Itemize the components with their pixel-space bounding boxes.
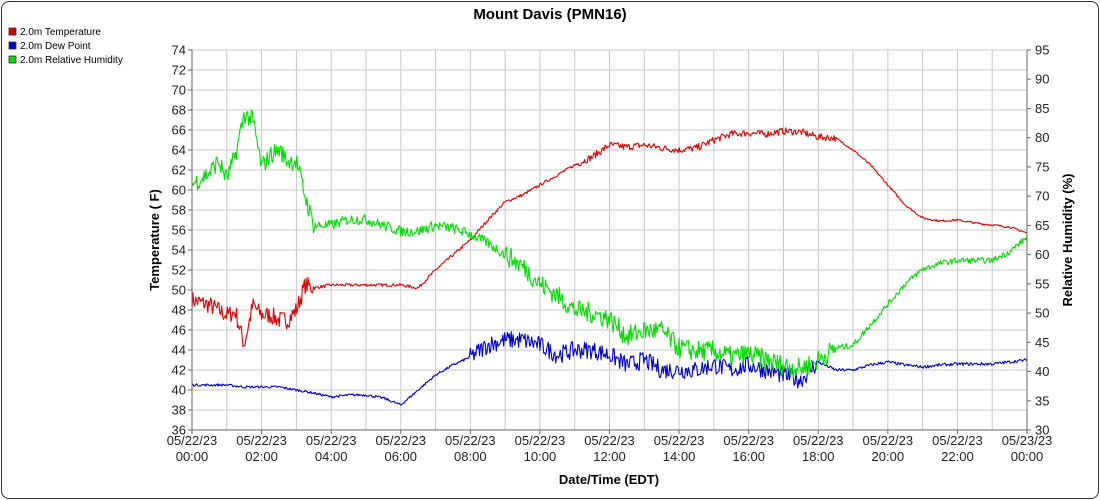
x-tick-label: 05/22/23 10:00	[515, 433, 566, 464]
series-line-2-0m-temperature	[191, 127, 1028, 348]
x-tick-time: 22:00	[941, 449, 974, 464]
legend-swatch-2-0m-temperature	[8, 27, 17, 36]
y-right-tick-label: 40	[1035, 364, 1049, 379]
y-right-tick-label: 75	[1035, 159, 1049, 174]
y-left-tick-label: 68	[172, 103, 186, 118]
x-tick-date: 05/22/23	[306, 433, 357, 448]
x-tick-date: 05/22/23	[654, 433, 705, 448]
x-tick-date: 05/23/23	[1002, 433, 1053, 448]
legend-swatch-2-0m-dew-point	[8, 41, 17, 50]
x-tick-time: 00:00	[1011, 449, 1044, 464]
x-tick-date: 05/22/23	[863, 433, 914, 448]
y-left-tick-label: 56	[172, 223, 186, 238]
x-tick-time: 10:00	[524, 449, 557, 464]
y-left-tick-label: 52	[172, 263, 186, 278]
y-left-tick-label: 60	[172, 183, 186, 198]
x-tick-time: 18:00	[802, 449, 835, 464]
y-left-tick-label: 62	[172, 163, 186, 178]
x-tick-time: 00:00	[176, 449, 209, 464]
x-tick-date: 05/22/23	[723, 433, 774, 448]
x-tick-date: 05/22/23	[445, 433, 496, 448]
y-left-tick-label: 58	[172, 203, 186, 218]
y-left-tick-label: 66	[172, 123, 186, 138]
x-tick-time: 02:00	[245, 449, 278, 464]
y-left-tick-label: 36	[172, 423, 186, 438]
y-right-tick-label: 90	[1035, 72, 1049, 87]
x-tick-label: 05/23/23 00:00	[1002, 433, 1053, 464]
legend: 2.0m Temperature 2.0m Dew Point 2.0m Relat…	[8, 27, 123, 66]
y-left-tick-label: 46	[172, 323, 186, 338]
x-tick-date: 05/22/23	[584, 433, 635, 448]
x-tick-time: 14:00	[663, 449, 696, 464]
x-tick-time: 20:00	[872, 449, 905, 464]
x-tick-date: 05/22/23	[167, 433, 218, 448]
x-tick-label: 05/22/23 04:00	[306, 433, 357, 464]
y-right-tick-label: 85	[1035, 101, 1049, 116]
legend-label-2-0m-dew-point: 2.0m Dew Point	[20, 41, 91, 52]
x-tick-time: 12:00	[593, 449, 626, 464]
y-left-tick-label: 40	[172, 383, 186, 398]
chart-title: Mount Davis (PMN16)	[473, 6, 626, 23]
x-tick-label: 05/22/23 22:00	[932, 433, 983, 464]
x-tick-label: 05/22/23 02:00	[236, 433, 287, 464]
y-left-tick-label: 50	[172, 283, 186, 298]
y-right-tick-label: 60	[1035, 247, 1049, 262]
y-right-tick-label: 95	[1035, 43, 1049, 58]
y-right-tick-label: 50	[1035, 306, 1049, 321]
y-right-tick-label: 55	[1035, 276, 1049, 291]
legend-label-2-0m-temperature: 2.0m Temperature	[20, 27, 101, 38]
y-left-tick-label: 48	[172, 303, 186, 318]
legend-label-2-0m-relative-humidity: 2.0m Relative Humidity	[20, 55, 123, 66]
x-axis-title: Date/Time (EDT)	[559, 472, 659, 487]
x-tick-label: 05/22/23 16:00	[723, 433, 774, 464]
x-tick-label: 05/22/23 00:00	[167, 433, 218, 464]
x-tick-date: 05/22/23	[236, 433, 287, 448]
y-left-tick-label: 70	[172, 83, 186, 98]
x-tick-time: 06:00	[384, 449, 417, 464]
y-left-tick-label: 42	[172, 363, 186, 378]
x-tick-label: 05/22/23 20:00	[863, 433, 914, 464]
y-right-tick-label: 35	[1035, 393, 1049, 408]
y-right-tick-label: 65	[1035, 218, 1049, 233]
x-tick-date: 05/22/23	[932, 433, 983, 448]
series-lines	[191, 109, 1028, 406]
series-line-2-0m-dew-point	[191, 331, 1028, 406]
x-tick-date: 05/22/23	[515, 433, 566, 448]
y-right-tick-label: 45	[1035, 335, 1049, 350]
x-tick-label: 05/22/23 14:00	[654, 433, 705, 464]
x-tick-label: 05/22/23 12:00	[584, 433, 635, 464]
axes: 36 38 40 42 44 46 48 50 52 54 56 58 60 62 64 66 68 70 72 74…	[167, 43, 1053, 465]
x-tick-date: 05/22/23	[375, 433, 426, 448]
y-left-tick-label: 74	[172, 43, 186, 58]
x-tick-label: 05/22/23 06:00	[375, 433, 426, 464]
x-tick-time: 16:00	[732, 449, 765, 464]
y-right-tick-label: 70	[1035, 189, 1049, 204]
x-tick-time: 08:00	[454, 449, 487, 464]
legend-swatch-2-0m-relative-humidity	[8, 55, 17, 64]
series-line-2-0m-relative-humidity	[191, 109, 1028, 379]
y-left-tick-label: 38	[172, 403, 186, 418]
x-tick-date: 05/22/23	[793, 433, 844, 448]
y-axis-right-title: Relative Humidity (%)	[1060, 174, 1075, 307]
y-right-tick-label: 30	[1035, 423, 1049, 438]
y-left-tick-label: 72	[172, 63, 186, 78]
x-tick-label: 05/22/23 08:00	[445, 433, 496, 464]
y-right-tick-label: 80	[1035, 130, 1049, 145]
y-left-tick-label: 64	[172, 143, 186, 158]
y-left-tick-label: 44	[172, 343, 186, 358]
x-tick-time: 04:00	[315, 449, 348, 464]
x-tick-label: 05/22/23 18:00	[793, 433, 844, 464]
y-axis-left-title: Temperature ( F)	[147, 189, 162, 291]
y-left-tick-label: 54	[172, 243, 186, 258]
gridlines	[191, 49, 1028, 431]
